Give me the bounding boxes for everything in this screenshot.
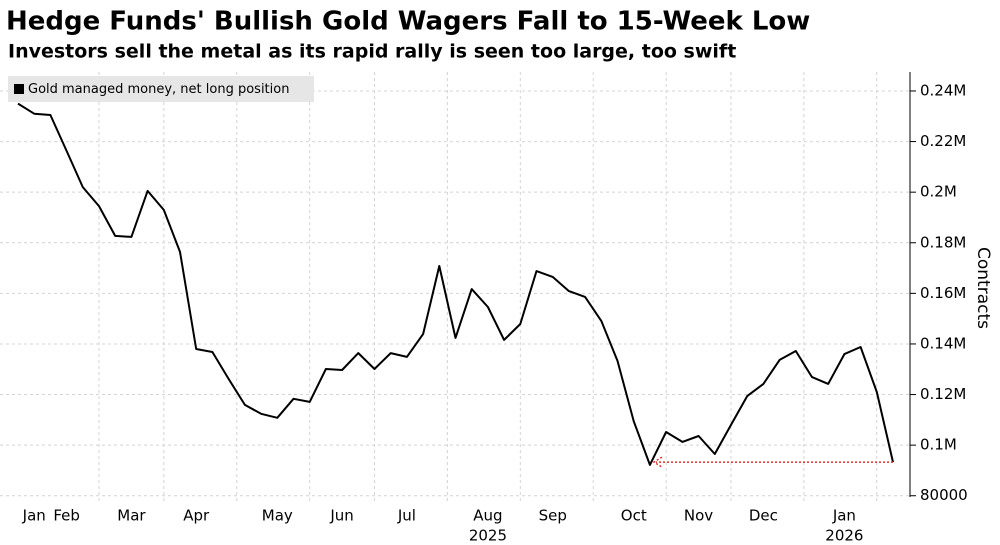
y-tick-label: 0.22M [920, 132, 966, 150]
y-tick-label: 80000 [920, 486, 968, 504]
x-year-label: 2026 [825, 527, 863, 545]
x-tick-label: Mar [117, 507, 146, 525]
data-line [17, 102, 894, 466]
legend-label: Gold managed money, net long position [28, 82, 289, 97]
y-tick-label: 0.18M [920, 233, 966, 251]
x-tick-label: Jun [329, 507, 353, 525]
x-tick-label: Feb [53, 507, 80, 525]
x-tick-label: Jan [832, 507, 856, 525]
x-tick-label: Nov [684, 507, 713, 525]
x-tick-label: Oct [621, 507, 647, 525]
x-tick-label: Sep [539, 507, 567, 525]
chart-subtitle: Investors sell the metal as its rapid ra… [8, 41, 736, 63]
x-tick-label: Jul [397, 507, 416, 525]
x-tick-label: Apr [183, 507, 210, 525]
y-tick-label: 0.1M [920, 436, 957, 454]
chart-title: Hedge Funds' Bullish Gold Wagers Fall to… [6, 7, 810, 37]
x-tick-label: Aug [473, 507, 502, 525]
legend-swatch [14, 84, 24, 94]
y-tick-label: 0.16M [920, 284, 966, 302]
x-year-label: 2025 [469, 527, 507, 545]
y-tick-label: 0.2M [920, 183, 957, 201]
annotation-arrowhead [652, 456, 663, 468]
y-tick-label: 0.24M [920, 81, 966, 99]
y-tick-label: 0.14M [920, 334, 966, 352]
y-tick-label: 0.12M [920, 385, 966, 403]
x-tick-label: Dec [749, 507, 778, 525]
x-tick-label: May [262, 507, 293, 525]
y-axis-label: Contracts [973, 247, 993, 329]
x-tick-label: Jan [22, 507, 46, 525]
legend-box [8, 76, 314, 102]
